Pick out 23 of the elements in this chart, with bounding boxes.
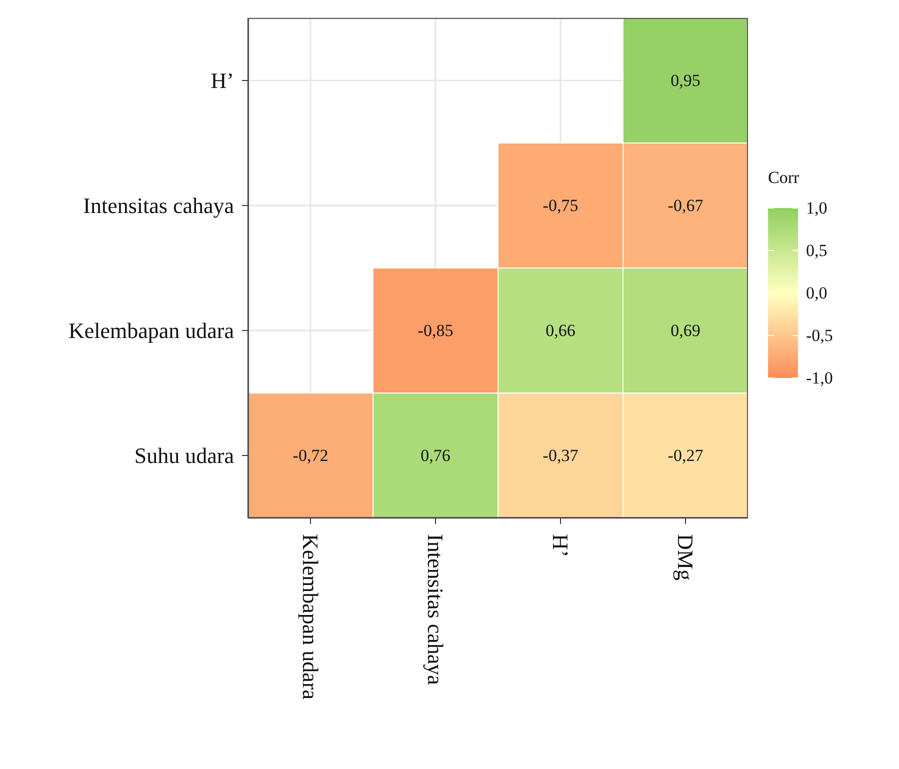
color-bar-label: 1,0 — [806, 198, 828, 218]
x-tick-label: DMg — [673, 534, 698, 580]
color-bar-label: 0,5 — [806, 241, 828, 260]
y-tick-label: H’ — [210, 68, 234, 93]
x-tick-label: Intensitas cahaya — [423, 534, 448, 686]
x-tick-label: H’ — [548, 534, 573, 558]
data-label: -0,75 — [542, 196, 578, 215]
color-bar-label: -1,0 — [806, 368, 833, 388]
data-label: -0,27 — [668, 446, 704, 465]
y-tick-label: Kelembapan udara — [68, 318, 234, 343]
data-label: 0,66 — [546, 321, 576, 340]
color-bar-title: Corr — [768, 168, 800, 187]
data-label: -0,67 — [668, 196, 704, 215]
data-label: 0,76 — [420, 446, 450, 465]
data-label: 0,95 — [670, 71, 700, 90]
color-bar-label: -0,5 — [806, 326, 833, 345]
data-label: -0,72 — [292, 446, 328, 465]
data-label: -0,37 — [542, 446, 579, 465]
y-tick-label: Suhu udara — [134, 443, 234, 468]
color-bar-label: 0,0 — [806, 284, 828, 302]
y-tick-label: Intensitas cahaya — [83, 193, 234, 218]
data-label: 0,69 — [670, 321, 700, 340]
data-label: -0,85 — [418, 321, 454, 340]
